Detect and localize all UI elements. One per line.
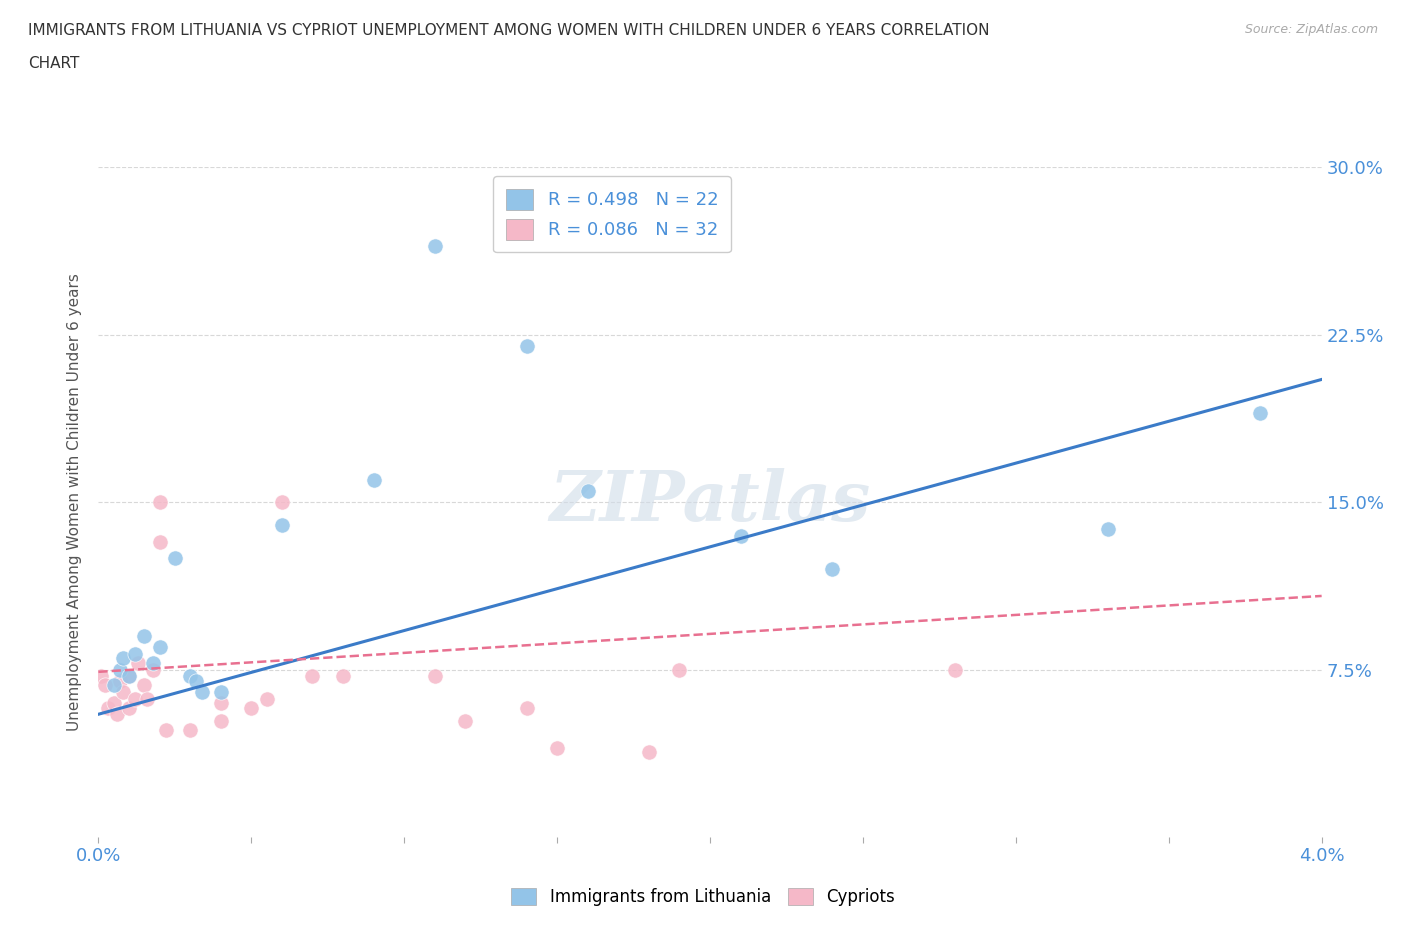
- Point: [240, 700, 263, 715]
- Point: [209, 713, 232, 728]
- Point: [97, 700, 120, 715]
- Point: [127, 656, 149, 671]
- Point: [821, 562, 844, 577]
- Point: [209, 684, 232, 699]
- Point: [576, 484, 599, 498]
- Text: Source: ZipAtlas.com: Source: ZipAtlas.com: [1244, 23, 1378, 36]
- Point: [191, 684, 214, 699]
- Point: [111, 651, 134, 666]
- Point: [454, 713, 477, 728]
- Point: [1249, 405, 1271, 420]
- Point: [332, 669, 354, 684]
- Point: [256, 691, 278, 706]
- Point: [149, 640, 172, 655]
- Point: [103, 678, 125, 693]
- Text: CHART: CHART: [28, 56, 80, 71]
- Point: [124, 646, 146, 661]
- Point: [516, 700, 538, 715]
- Point: [637, 745, 661, 760]
- Point: [118, 700, 141, 715]
- Point: [149, 535, 172, 550]
- Point: [730, 528, 752, 543]
- Point: [186, 673, 208, 688]
- Point: [124, 691, 146, 706]
- Text: ZIPatlas: ZIPatlas: [550, 469, 870, 536]
- Point: [668, 662, 690, 677]
- Point: [363, 472, 385, 487]
- Point: [142, 656, 165, 671]
- Point: [179, 669, 201, 684]
- Point: [423, 669, 446, 684]
- Legend: Immigrants from Lithuania, Cypriots: Immigrants from Lithuania, Cypriots: [505, 881, 901, 912]
- Point: [155, 723, 177, 737]
- Point: [134, 678, 156, 693]
- Point: [423, 238, 446, 253]
- Point: [270, 517, 294, 532]
- Point: [142, 662, 165, 677]
- Point: [90, 669, 112, 684]
- Point: [270, 495, 294, 510]
- Point: [108, 673, 131, 688]
- Point: [516, 339, 538, 353]
- Point: [105, 707, 128, 722]
- Legend: R = 0.498   N = 22, R = 0.086   N = 32: R = 0.498 N = 22, R = 0.086 N = 32: [494, 177, 731, 252]
- Point: [1097, 522, 1119, 537]
- Point: [149, 495, 172, 510]
- Point: [93, 678, 115, 693]
- Point: [118, 669, 141, 684]
- Point: [943, 662, 966, 677]
- Point: [209, 696, 232, 711]
- Point: [136, 691, 159, 706]
- Point: [111, 684, 134, 699]
- Point: [103, 696, 125, 711]
- Point: [134, 629, 156, 644]
- Point: [163, 551, 186, 565]
- Point: [118, 669, 141, 684]
- Y-axis label: Unemployment Among Women with Children Under 6 years: Unemployment Among Women with Children U…: [67, 273, 83, 731]
- Point: [546, 740, 568, 755]
- Point: [108, 662, 131, 677]
- Text: IMMIGRANTS FROM LITHUANIA VS CYPRIOT UNEMPLOYMENT AMONG WOMEN WITH CHILDREN UNDE: IMMIGRANTS FROM LITHUANIA VS CYPRIOT UNE…: [28, 23, 990, 38]
- Point: [301, 669, 323, 684]
- Point: [179, 723, 201, 737]
